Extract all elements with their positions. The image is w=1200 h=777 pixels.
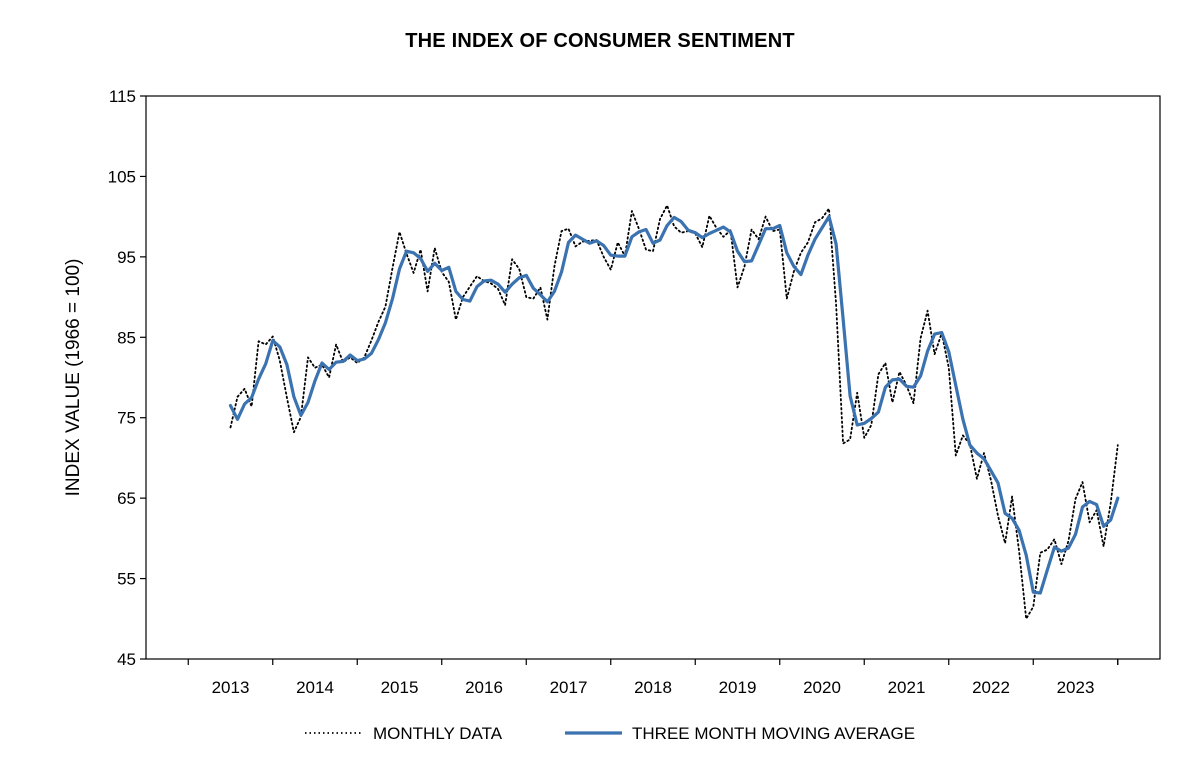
x-tick-label: 2014 [296,678,334,697]
x-tick-label: 2013 [212,678,250,697]
axes: 45 55 65 75 85 95 105 115 2013 2014 2015 2016 2017 20… [108,87,1161,697]
x-tick-label: 2019 [719,678,757,697]
y-tick-label: 75 [117,409,136,428]
series-line-moving-average [228,215,1120,595]
x-tick-label: 2018 [634,678,672,697]
x-tick-label: 2021 [888,678,926,697]
x-tick-label: 2023 [1057,678,1095,697]
y-tick-label: 95 [117,248,136,267]
series-line-monthly-data [229,204,1119,620]
chart-title: THE INDEX OF CONSUMER SENTIMENT [405,30,795,52]
x-tick-label: 2022 [972,678,1010,697]
x-tick-label: 2015 [381,678,419,697]
plot-area-frame [145,95,1161,660]
y-tick-label: 85 [117,328,136,347]
y-tick-label: 45 [117,650,136,669]
y-axis-label: INDEX VALUE (1966 = 100) [63,259,84,497]
y-tick-label: 65 [117,489,136,508]
legend: MONTHLY DATA THREE MONTH MOVING AVERAGE [305,724,915,743]
y-tick-label: 105 [108,167,136,186]
legend-label-moving-average: THREE MONTH MOVING AVERAGE [632,724,915,743]
legend-label-monthly: MONTHLY DATA [373,724,503,743]
x-tick-label: 2016 [465,678,503,697]
x-tick-label: 2020 [803,678,841,697]
y-tick-label: 115 [109,87,136,106]
series-layer [228,204,1120,620]
y-tick-label: 55 [117,570,136,589]
x-tick-label: 2017 [550,678,588,697]
